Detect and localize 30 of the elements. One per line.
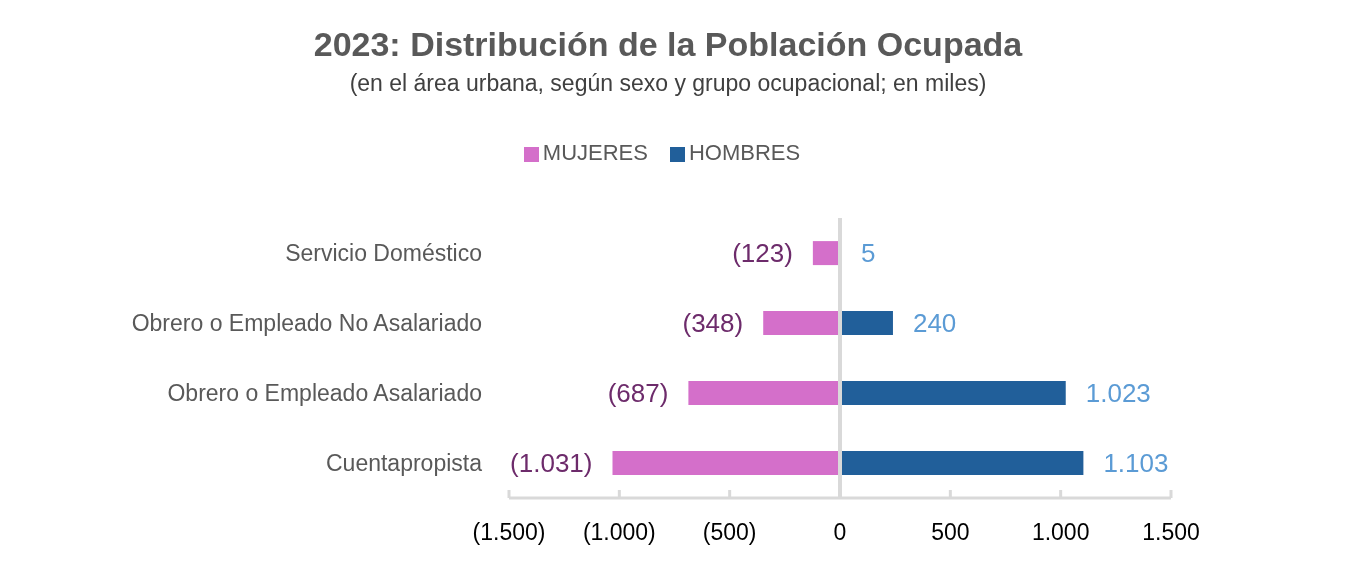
x-tick-label: (1.500) [472, 519, 546, 545]
y-tick-label: Servicio Doméstico [285, 240, 482, 267]
bar [840, 451, 1084, 476]
x-tick-label: 1.000 [1031, 519, 1090, 545]
x-tick-label: 0 [833, 519, 847, 545]
chart-title: 2023: Distribución de la Población Ocupada [312, 25, 1024, 64]
bar [763, 311, 840, 336]
bar [840, 311, 893, 336]
y-tick-label: Cuentapropista [326, 450, 483, 477]
x-tick-label: (500) [702, 519, 757, 545]
data-label: (348) [682, 308, 744, 339]
data-label: (687) [607, 378, 669, 409]
data-label: 1.103 [1103, 448, 1169, 479]
y-tick-label: Obrero o Empleado Asalariado [167, 380, 482, 407]
y-tick-label: Obrero o Empleado No Asalariado [131, 310, 482, 337]
bar [688, 381, 840, 406]
data-label: 5 [861, 238, 876, 269]
bar [812, 241, 840, 266]
data-label: (1.031) [510, 448, 593, 479]
x-tick-label: 1.500 [1142, 519, 1200, 545]
bar [612, 451, 840, 476]
x-tick-label: 500 [931, 519, 970, 545]
x-tick-label: (1.000) [582, 519, 656, 545]
legend-label: HOMBRES [688, 140, 801, 165]
data-label: 1.023 [1085, 378, 1151, 409]
chart-subtitle: (en el área urbana, según sexo y grupo ocupacional; en miles) [348, 70, 988, 97]
data-label: (123) [732, 238, 793, 269]
legend-label: MUJERES [542, 140, 648, 165]
data-label: 240 [912, 308, 957, 339]
bar [840, 381, 1066, 406]
